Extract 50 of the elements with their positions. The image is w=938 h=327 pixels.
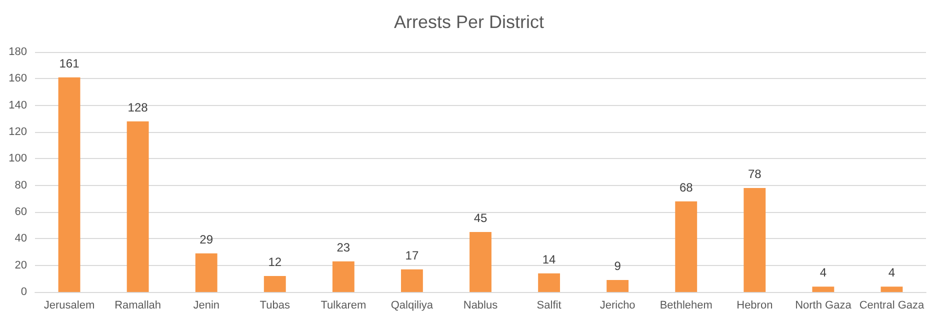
chart-title: Arrests Per District [394, 12, 544, 32]
data-label: 23 [336, 240, 350, 254]
data-label: 4 [888, 266, 896, 280]
bar [744, 188, 766, 292]
bar [400, 269, 423, 292]
bar [332, 261, 354, 292]
bar [606, 280, 629, 292]
data-label: 128 [128, 100, 148, 114]
y-tick-label: 120 [8, 126, 27, 138]
x-tick-label: Hebron [736, 300, 773, 312]
bar [470, 232, 492, 292]
bar [880, 286, 903, 292]
data-label: 68 [679, 180, 694, 194]
bar [538, 273, 560, 292]
data-label: 45 [474, 211, 488, 225]
x-tick-label: Jericho [600, 300, 636, 312]
data-label: 17 [405, 248, 419, 262]
y-tick-label: 100 [8, 152, 27, 165]
x-tick-label: Tulkarem [320, 300, 366, 312]
x-tick-label: Jenin [193, 300, 220, 312]
data-label: 12 [268, 255, 282, 269]
y-tick-label: 180 [8, 46, 27, 58]
x-tick-label: Ramallah [114, 300, 162, 312]
bar [264, 276, 286, 292]
y-tick-label: 80 [14, 179, 27, 192]
y-tick-label: 140 [8, 99, 27, 112]
bar [126, 121, 149, 292]
data-label: 78 [748, 167, 762, 181]
y-tick-label: 0 [20, 286, 27, 298]
x-tick-label: Bethlehem [660, 300, 712, 312]
y-tick-label: 60 [14, 206, 27, 218]
bar [195, 253, 218, 292]
x-tick-label: Tubas [260, 300, 290, 312]
data-label: 9 [614, 259, 622, 273]
x-tick-label: Qalqiliya [390, 300, 434, 312]
y-tick-label: 160 [8, 72, 27, 85]
x-tick-label: Jerusalem [44, 300, 95, 312]
bar [58, 77, 80, 292]
x-tick-label: Central Gaza [859, 300, 926, 312]
data-label: 161 [59, 56, 80, 70]
x-tick-label: Salfit [536, 300, 562, 312]
bar [812, 286, 834, 292]
y-tick-label: 20 [14, 259, 27, 272]
data-label: 14 [542, 252, 556, 266]
x-tick-label: Nablus [463, 300, 498, 312]
data-label: 4 [820, 266, 827, 280]
x-tick-label: North Gaza [795, 300, 852, 312]
y-tick-label: 40 [14, 232, 27, 245]
data-label: 29 [200, 232, 214, 246]
bar [675, 201, 698, 292]
